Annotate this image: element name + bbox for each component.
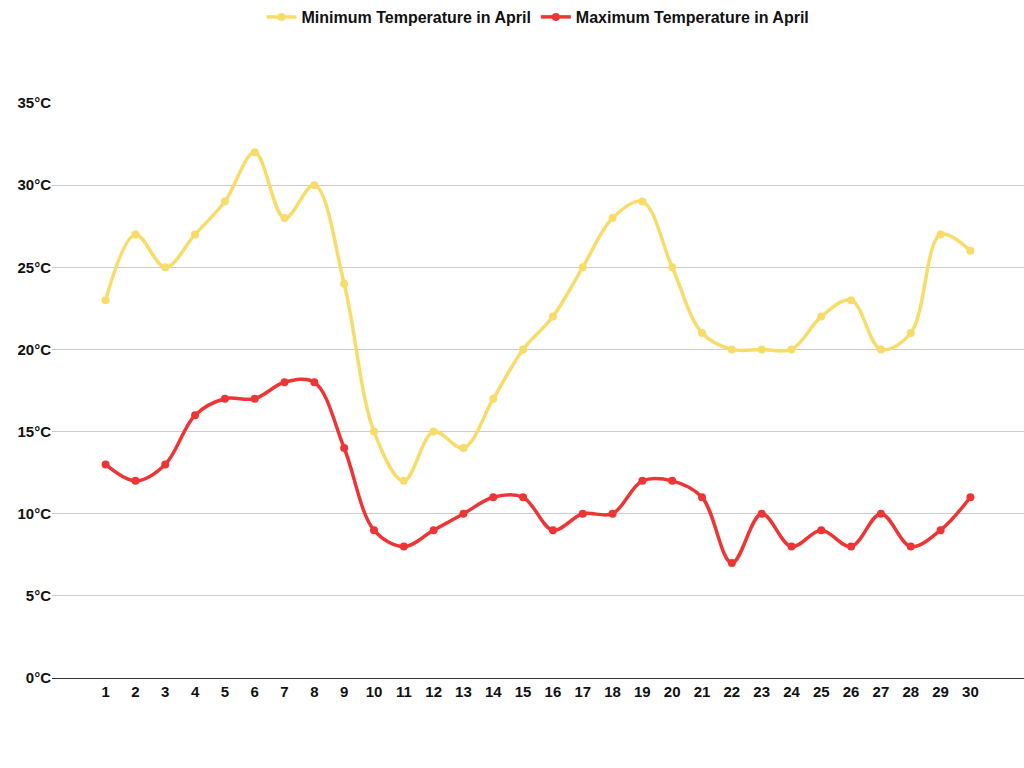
svg-text:Maximum Temperature in April: Maximum Temperature in April [576, 9, 809, 26]
svg-text:1: 1 [101, 683, 109, 700]
svg-text:6: 6 [251, 683, 259, 700]
svg-text:3: 3 [161, 683, 169, 700]
svg-text:24: 24 [783, 683, 800, 700]
svg-text:21: 21 [694, 683, 711, 700]
svg-text:14: 14 [485, 683, 502, 700]
svg-text:0°C: 0°C [26, 669, 51, 686]
svg-text:20: 20 [664, 683, 681, 700]
svg-text:5°C: 5°C [26, 587, 51, 604]
svg-text:Minimum Temperature in April: Minimum Temperature in April [302, 9, 531, 26]
svg-text:29: 29 [932, 683, 949, 700]
svg-text:22: 22 [723, 683, 740, 700]
svg-text:17: 17 [574, 683, 591, 700]
svg-text:7: 7 [280, 683, 288, 700]
svg-text:16: 16 [545, 683, 562, 700]
svg-text:10°C: 10°C [17, 505, 51, 522]
svg-text:28: 28 [902, 683, 919, 700]
svg-text:35°C: 35°C [17, 94, 51, 111]
svg-text:15°C: 15°C [17, 423, 51, 440]
svg-text:13: 13 [455, 683, 472, 700]
svg-text:10: 10 [366, 683, 383, 700]
svg-text:11: 11 [396, 683, 412, 700]
svg-text:2: 2 [131, 683, 139, 700]
svg-text:5: 5 [221, 683, 229, 700]
svg-text:9: 9 [340, 683, 348, 700]
svg-text:26: 26 [843, 683, 860, 700]
svg-text:23: 23 [753, 683, 770, 700]
svg-text:25: 25 [813, 683, 830, 700]
svg-text:12: 12 [425, 683, 442, 700]
svg-text:20°C: 20°C [17, 341, 51, 358]
svg-text:25°C: 25°C [17, 259, 51, 276]
svg-text:4: 4 [191, 683, 200, 700]
svg-text:27: 27 [873, 683, 890, 700]
svg-text:15: 15 [515, 683, 532, 700]
svg-text:18: 18 [604, 683, 621, 700]
svg-text:19: 19 [634, 683, 651, 700]
svg-text:8: 8 [310, 683, 318, 700]
svg-text:30: 30 [962, 683, 979, 700]
svg-text:30°C: 30°C [17, 176, 51, 193]
